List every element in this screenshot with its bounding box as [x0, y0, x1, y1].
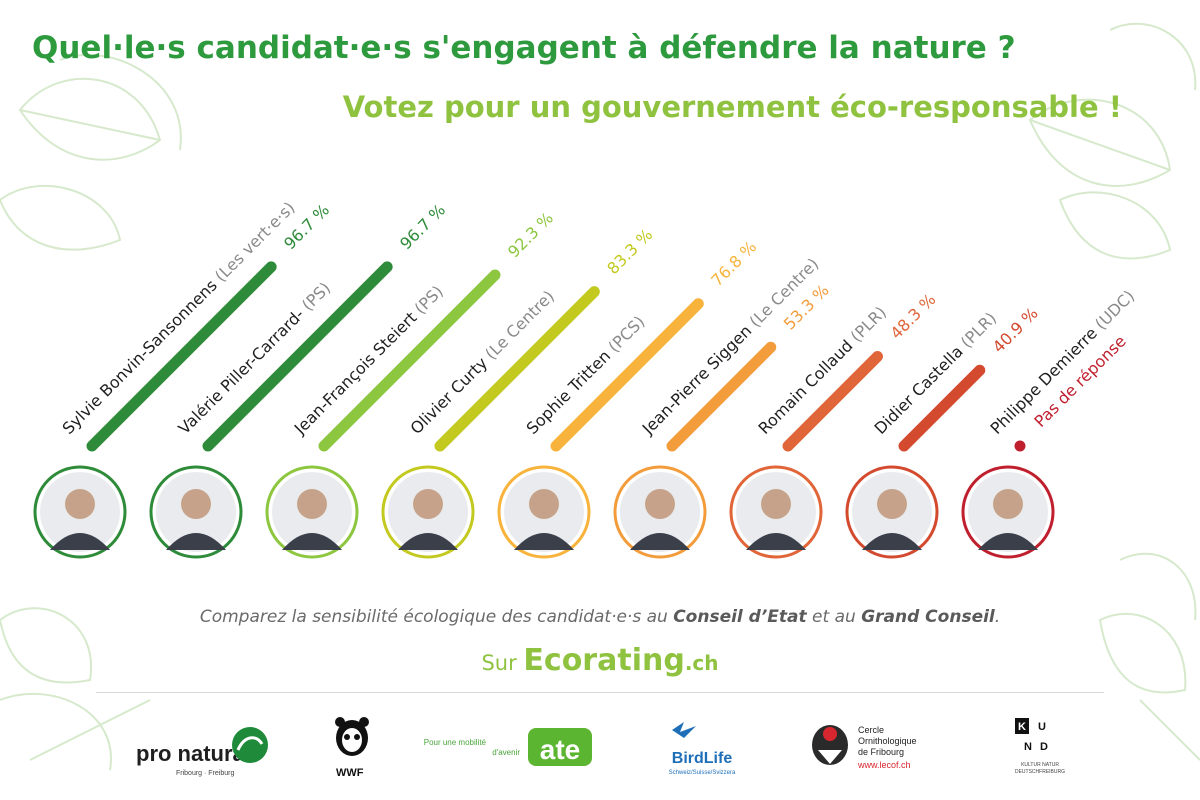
- pronatura-name: pro natura: [136, 741, 246, 766]
- cof-logo: Cercle Ornithologique de Fribourg www.le…: [812, 725, 917, 770]
- svg-text:K: K: [1018, 721, 1026, 733]
- candidate-avatar: [381, 465, 475, 559]
- bar: [434, 286, 600, 452]
- compare-text: Comparez la sensibilité écologique des c…: [0, 607, 1200, 627]
- compare-text-2: et au: [806, 607, 862, 627]
- cof-url: www.lecof.ch: [857, 760, 911, 770]
- ecorating-link[interactable]: Sur Ecorating.ch: [0, 643, 1200, 678]
- site-brand: Ecorating: [523, 643, 685, 678]
- footer-divider: [96, 692, 1104, 693]
- grand-conseil-label: Grand Conseil: [861, 607, 995, 627]
- value-label: 76.8 %: [707, 237, 760, 290]
- page-title: Quel·le·s candidat·e·s s'engagent à défe…: [32, 30, 1016, 66]
- site-prefix: Sur: [481, 651, 524, 675]
- value-label: 83.3 %: [603, 225, 656, 278]
- kund-sub-2: DEUTSCHFREIBURG: [1015, 769, 1065, 775]
- kund-sub-1: KULTUR NATUR: [1021, 762, 1059, 768]
- bar: [86, 261, 277, 452]
- birdlife-sub: Schweiz/Suisse/Svizzera: [669, 770, 736, 776]
- birdlife-label: BirdLife: [672, 750, 733, 767]
- ate-tagline-2: d'avenir: [492, 748, 520, 757]
- cof-line-1: Cercle: [858, 725, 884, 735]
- ate-logo: Pour une mobilité d'avenir ate: [424, 728, 592, 766]
- candidate-avatar: [729, 465, 823, 559]
- svg-text:U: U: [1038, 721, 1046, 733]
- pronatura-emblem: [232, 727, 268, 763]
- candidate-name: Sylvie Bonvin-Sansonnens (Les vert·e·s): [59, 198, 299, 438]
- value-label: 40.9 %: [989, 304, 1042, 357]
- bar: [782, 351, 883, 452]
- kund-logo: K U ND KULTUR NATUR DEUTSCHFREIBURG: [1015, 718, 1065, 775]
- conseil-etat-label: Conseil d’Etat: [673, 607, 807, 627]
- value-label: 96.7 %: [396, 200, 449, 253]
- value-label: 48.3 %: [886, 290, 939, 343]
- bar: [202, 261, 393, 452]
- candidate-name: Philippe Demierre (UDC): [987, 286, 1139, 438]
- pronatura-sub: Fribourg · Freiburg: [176, 770, 234, 777]
- cof-line-3: de Fribourg: [858, 747, 904, 757]
- partner-logos: pro natura Fribourg · Freiburg WWF Pour …: [136, 717, 1065, 779]
- page-subtitle: Votez pour un gouvernement éco-responsab…: [342, 90, 1122, 124]
- candidate-avatar: [149, 465, 243, 559]
- kund-box: [1015, 718, 1029, 734]
- pronatura-logo: pro natura Fribourg · Freiburg: [136, 727, 268, 777]
- value-label: 92.3 %: [504, 208, 557, 261]
- compare-text-3: .: [994, 607, 1001, 627]
- bird-icon: [672, 722, 696, 738]
- compare-text-1: Comparez la sensibilité écologique des c…: [199, 607, 674, 627]
- bar: [550, 298, 704, 452]
- no-answer-dot: [1014, 440, 1026, 452]
- candidate-avatar: [845, 465, 939, 559]
- ate-badge: [528, 728, 592, 766]
- ate-tagline-1: Pour une mobilité: [424, 738, 487, 747]
- wwf-label: WWF: [336, 767, 364, 779]
- bar: [666, 341, 777, 452]
- bar: [318, 269, 501, 452]
- bar: [898, 364, 986, 452]
- wwf-logo: WWF: [335, 717, 369, 779]
- birdlife-logo: BirdLife Schweiz/Suisse/Svizzera: [669, 722, 736, 776]
- candidate-avatar: [33, 465, 127, 559]
- site-tld: .ch: [684, 651, 719, 675]
- cof-line-2: Ornithologique: [858, 736, 917, 746]
- candidate-avatar: [961, 465, 1055, 559]
- candidate-avatar: [265, 465, 359, 559]
- kund-bottom: ND: [1024, 741, 1056, 753]
- candidate-avatar: [497, 465, 591, 559]
- ate-label: ate: [540, 734, 580, 765]
- woodpecker-icon: [812, 725, 848, 765]
- candidate-avatar: [613, 465, 707, 559]
